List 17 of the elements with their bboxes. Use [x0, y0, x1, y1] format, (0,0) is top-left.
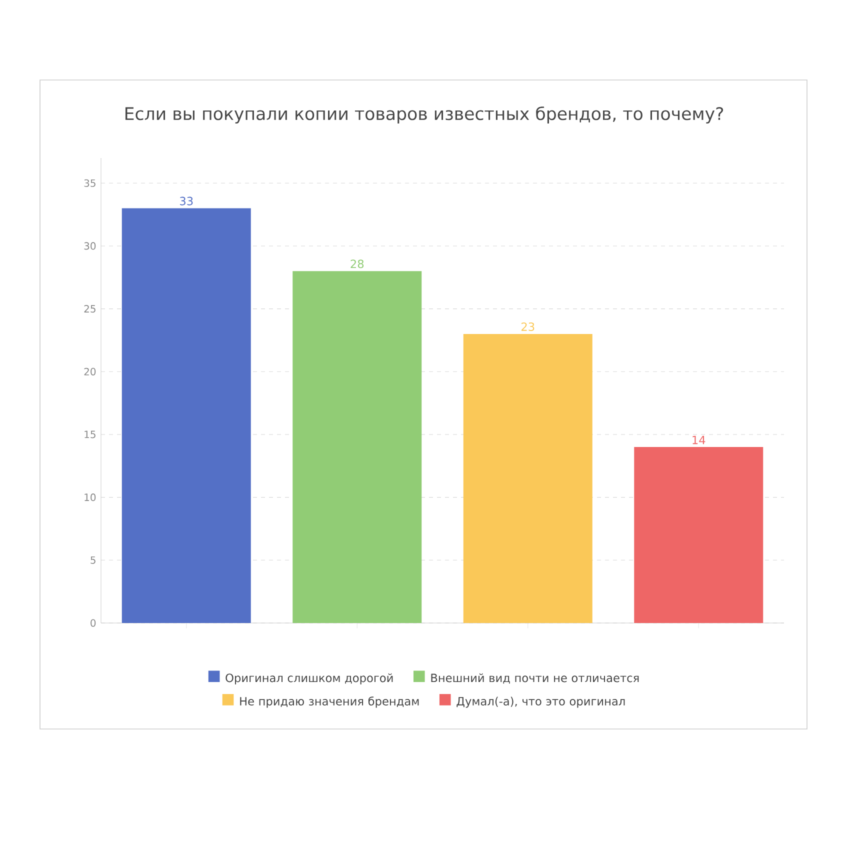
y-tick-label: 35: [84, 179, 96, 187]
legend-label: Оригинал слишком дорогой: [226, 673, 393, 684]
y-tick-label: 10: [84, 494, 96, 502]
legend-label: Внешний вид почти не отличается: [431, 673, 639, 684]
data-label: 14: [692, 436, 706, 444]
data-label: 28: [350, 260, 364, 268]
y-tick-label: 0: [90, 619, 96, 627]
legend-label: Не придаю значения брендам: [240, 696, 419, 708]
chart-title: Если вы покупали копии товаров известных брендов, то почему?: [125, 106, 724, 124]
y-tick-label: 30: [84, 242, 96, 250]
legend-label: Думал(-а), что это оригинал: [456, 696, 625, 708]
data-label: 33: [180, 196, 193, 206]
y-tick-label: 20: [84, 368, 96, 376]
y-tick-label: 25: [84, 305, 96, 313]
y-tick-label: 5: [90, 556, 96, 564]
data-label: 23: [522, 322, 534, 332]
y-tick-label: 15: [84, 430, 96, 438]
